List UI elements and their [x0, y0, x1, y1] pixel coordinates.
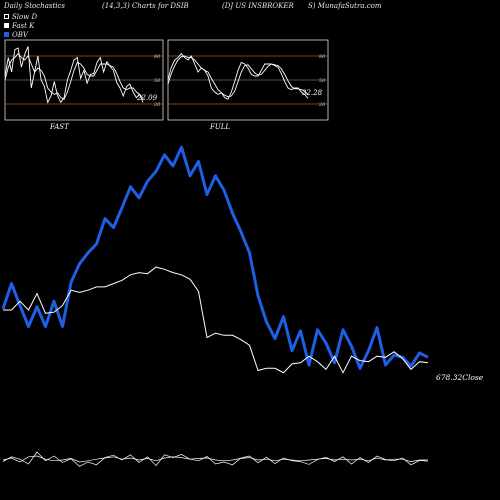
fast-tick-20: 20 — [153, 102, 161, 108]
fast-panel-title: FAST — [49, 123, 70, 131]
fast-stochastic-panel: 20 50 80 22.09 FAST — [4, 39, 164, 131]
header-title: Daily Stochastics — [4, 2, 66, 10]
full-tick-20: 20 — [318, 102, 326, 108]
bottom-oscillator-panel — [2, 451, 429, 467]
fast-fast-k-line — [4, 46, 144, 104]
full-stochastic-panel: 20 50 80 32.28 FULL — [167, 39, 329, 131]
fast-bands — [5, 55, 163, 105]
close-price-label: 678.32Close — [436, 373, 484, 382]
legend-item-fast-k: Fast K — [4, 21, 37, 30]
legend-label-slow-d: Slow D — [12, 12, 38, 21]
full-tick-50: 50 — [319, 78, 326, 84]
legend-swatch-fast-k — [4, 23, 9, 28]
header-name: (DJ US INSBROKER — [222, 2, 294, 10]
fast-value-label: 22.09 — [136, 94, 158, 102]
legend-label-obv: OBV — [12, 30, 28, 39]
close-price-line — [3, 266, 429, 374]
legend-label-fast-k: Fast K — [12, 21, 35, 30]
full-bands — [168, 55, 328, 105]
header-site: S) MunafaSutra.com — [308, 2, 382, 10]
full-tick-labels: 20 50 80 — [318, 54, 326, 108]
fast-tick-80: 80 — [154, 54, 161, 60]
full-fast-k-line — [167, 52, 309, 100]
fast-tick-50: 50 — [154, 78, 161, 84]
full-slow-d-line — [167, 55, 309, 98]
close-price-suffix: Close — [462, 373, 484, 382]
bottom-fast-k-line — [2, 455, 428, 463]
main-price-panel: 678.32Close — [1, 145, 484, 382]
legend-swatch-obv — [4, 32, 9, 37]
obv-line — [1, 145, 429, 370]
legend-swatch-slow-d — [4, 14, 9, 19]
full-panel-title: FULL — [209, 123, 230, 131]
fast-slow-d-line — [4, 52, 144, 100]
legend-item-obv: OBV — [4, 30, 37, 39]
legend-item-slow-d: Slow D — [4, 12, 37, 21]
legend: Slow D Fast K OBV — [4, 12, 37, 39]
full-value-label: 32.28 — [302, 89, 323, 97]
close-price-value: 678.32 — [436, 373, 462, 382]
full-tick-80: 80 — [319, 54, 326, 60]
header-params: (14,3,3) Charts for DSIB — [102, 2, 189, 10]
fast-tick-labels: 20 50 80 — [153, 54, 161, 108]
